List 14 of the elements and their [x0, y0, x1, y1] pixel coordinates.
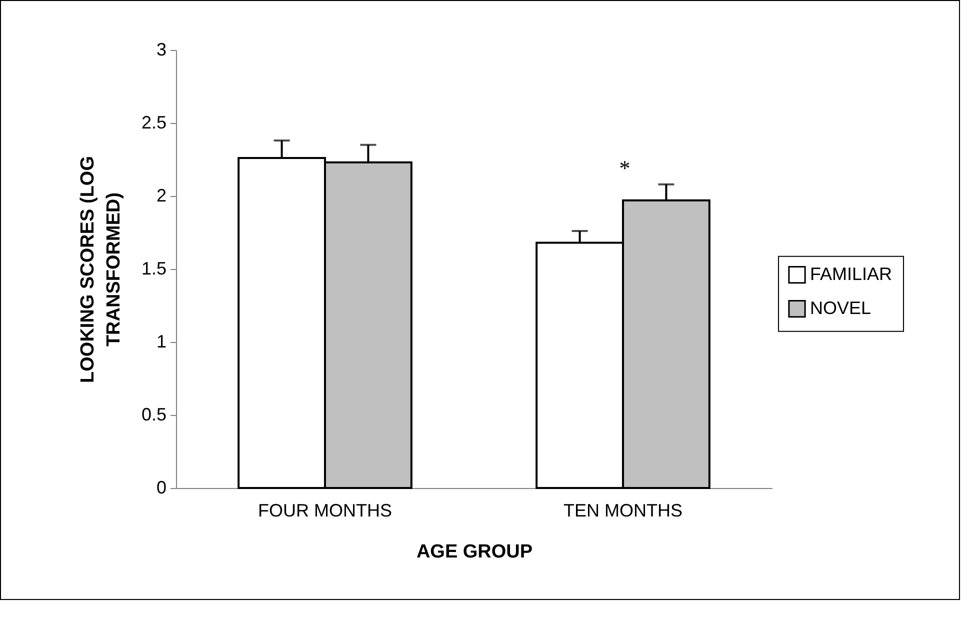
y-axis-title: LOOKING SCORES (LOG TRANSFORMED) [77, 156, 124, 383]
legend-label: FAMILIAR [810, 264, 892, 284]
y-tick-label: 1 [156, 332, 166, 352]
x-tick-label: FOUR MONTHS [258, 500, 392, 520]
y-tick-label: 1.5 [141, 258, 166, 278]
y-tick-label: 2.5 [141, 112, 166, 132]
annotation: * [619, 155, 630, 180]
x-tick-label: TEN MONTHS [564, 500, 682, 520]
y-tick-label: 2 [156, 186, 166, 206]
y-tick-label: 0 [156, 478, 166, 498]
legend-label: NOVEL [810, 298, 872, 318]
y-tick-label: 3 [156, 40, 166, 60]
y-tick-label: 0.5 [141, 404, 166, 424]
x-axis-title: AGE GROUP [416, 542, 533, 562]
